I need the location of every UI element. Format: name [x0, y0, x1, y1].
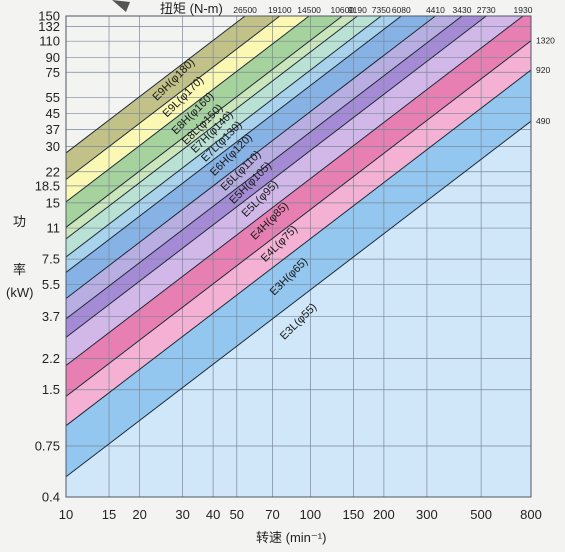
y-tick-label-2: 0.75: [35, 439, 60, 454]
torque-line-10: [65, 15, 487, 338]
torque-top-label-7: 6080: [392, 5, 411, 15]
torque-top-label-3: 14500: [297, 5, 321, 15]
torque-axis-title: 扭矩 (N-m): [160, 1, 223, 16]
x-tick-label-3: 20: [132, 507, 146, 522]
x-axis-ticks: 10 15 20 30 40 50 70 100 150 200 300 500 800: [59, 507, 542, 522]
grid-layer: [66, 16, 531, 497]
y-tick-label-19: 132: [38, 19, 60, 34]
torque-line-13: [65, 69, 532, 427]
y-tick-label-5: 3.7: [42, 309, 60, 324]
x-tick-label-8: 100: [299, 507, 321, 522]
x-tick-label-1: 10: [59, 507, 73, 522]
torque-right-label-3: 490: [536, 116, 550, 126]
y-tick-label-11: 22: [46, 164, 60, 179]
torque-top-label-10: 2730: [477, 5, 496, 15]
torque-line-6: [65, 15, 382, 258]
y-axis-unit: (kW): [6, 285, 33, 300]
torque-top-label-6: 7350: [372, 5, 391, 15]
torque-top-label-1: 26500: [233, 5, 257, 15]
x-tick-label-12: 500: [470, 507, 492, 522]
torque-top-label-5: 9190: [348, 5, 367, 15]
torque-line-3: [65, 15, 310, 203]
x-tick-label-7: 70: [265, 507, 279, 522]
y-tick-label-10: 18.5: [35, 178, 60, 193]
y-tick-label-17: 90: [46, 50, 60, 65]
y-tick-label-1: 0.4: [42, 490, 60, 505]
torque-boundary-lines: [65, 15, 532, 478]
y-axis-label-char-2: 率: [13, 262, 26, 277]
y-axis-label-char-1: 功: [13, 214, 26, 229]
y-tick-label-16: 75: [46, 65, 60, 80]
torque-line-4: [65, 15, 343, 228]
y-tick-label-18: 110: [39, 34, 60, 49]
y-tick-label-9: 15: [46, 195, 60, 210]
band-layer: [66, 16, 531, 498]
y-tick-label-7: 7.5: [42, 252, 60, 267]
x-tick-label-2: 15: [102, 507, 116, 522]
y-tick-label-4: 2.2: [42, 351, 60, 366]
torque-right-label-1: 1320: [536, 36, 555, 46]
x-tick-label-6: 50: [230, 507, 244, 522]
torque-line-11: [65, 15, 524, 366]
x-axis-label: 转速 (min⁻¹): [256, 530, 326, 545]
y-tick-label-20: 150: [38, 9, 60, 24]
torque-top-label-11: 1930: [514, 5, 533, 15]
y-tick-label-3: 1.5: [42, 382, 60, 397]
torque-right-label-2: 920: [536, 65, 550, 75]
x-tick-label-4: 30: [175, 507, 189, 522]
torque-top-label-2: 19100: [268, 5, 292, 15]
torque-line-8: [65, 15, 436, 299]
torque-line-12: [65, 40, 532, 397]
y-axis-ticks: 0.4 0.75 1.5 2.2 3.7 5.5 7.5 11 15 18.522 30 374555…: [35, 9, 60, 505]
torque-top-label-8: 4410: [426, 5, 445, 15]
torque-line-5: [65, 15, 358, 240]
corner-arrow-mark: [112, 0, 130, 12]
x-tick-label-10: 200: [373, 507, 395, 522]
x-tick-label-13: 800: [520, 507, 542, 522]
torque-line-7: [65, 15, 402, 273]
torque-line-2: [65, 15, 281, 180]
y-tick-label-14: 45: [46, 106, 60, 121]
x-tick-label-9: 150: [343, 507, 365, 522]
torque-top-label-9: 3430: [453, 5, 472, 15]
x-tick-label-11: 300: [416, 507, 438, 522]
torque-line-14: [65, 120, 532, 478]
x-tick-label-5: 40: [206, 507, 220, 522]
y-tick-label-6: 5.5: [42, 277, 60, 292]
y-tick-label-15: 55: [46, 90, 60, 105]
y-tick-label-8: 11: [47, 221, 61, 236]
torque-top-label-4: 10600: [330, 5, 354, 15]
y-tick-label-13: 37: [46, 122, 60, 137]
plot-frame: [65, 15, 532, 498]
torque-line-9: [65, 15, 463, 320]
y-tick-label-12: 30: [46, 139, 60, 154]
torque-line-1: [65, 15, 246, 154]
